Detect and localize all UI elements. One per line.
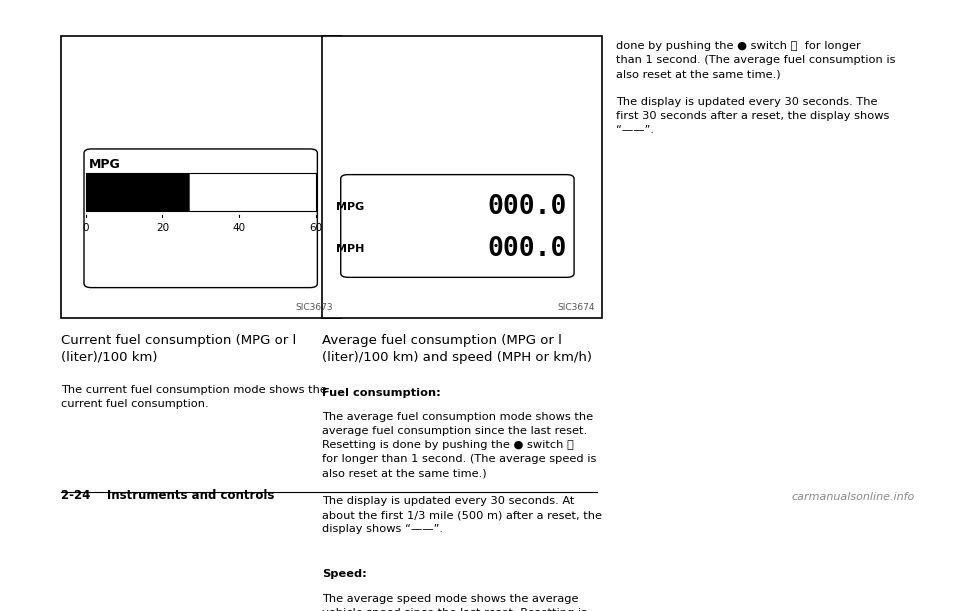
Text: MPG: MPG <box>88 158 120 171</box>
Bar <box>85 172 189 211</box>
Text: MPG: MPG <box>336 202 364 213</box>
Bar <box>85 172 316 211</box>
Text: 000.0: 000.0 <box>488 236 566 262</box>
Text: 0: 0 <box>83 222 89 233</box>
FancyBboxPatch shape <box>341 175 574 277</box>
Text: 000.0: 000.0 <box>488 194 566 221</box>
Text: 20: 20 <box>156 222 169 233</box>
Text: The average fuel consumption mode shows the
average fuel consumption since the l: The average fuel consumption mode shows … <box>322 412 602 535</box>
Text: Current fuel consumption (MPG or l
(liter)/100 km): Current fuel consumption (MPG or l (lite… <box>60 334 296 364</box>
Text: Fuel consumption:: Fuel consumption: <box>322 388 441 398</box>
FancyBboxPatch shape <box>84 149 318 288</box>
Text: Speed:: Speed: <box>322 569 367 579</box>
Text: SIC3673: SIC3673 <box>296 303 333 312</box>
Text: SIC3674: SIC3674 <box>557 303 594 312</box>
Text: MPH: MPH <box>336 244 364 254</box>
Text: Average fuel consumption (MPG or l
(liter)/100 km) and speed (MPH or km/h): Average fuel consumption (MPG or l (lite… <box>322 334 592 364</box>
Text: The current fuel consumption mode shows the
current fuel consumption.: The current fuel consumption mode shows … <box>60 385 326 409</box>
Text: 40: 40 <box>232 222 246 233</box>
Bar <box>322 36 602 318</box>
Text: done by pushing the ● switch Ⓑ  for longer
than 1 second. (The average fuel cons: done by pushing the ● switch Ⓑ for longe… <box>616 41 896 135</box>
Text: 2-24    Instruments and controls: 2-24 Instruments and controls <box>60 489 274 502</box>
Bar <box>60 36 341 318</box>
Text: The average speed mode shows the average
vehicle speed since the last reset. Res: The average speed mode shows the average… <box>322 594 588 611</box>
Text: 60: 60 <box>309 222 322 233</box>
Text: carmanualsonline.info: carmanualsonline.info <box>792 492 915 502</box>
Bar <box>189 172 316 211</box>
